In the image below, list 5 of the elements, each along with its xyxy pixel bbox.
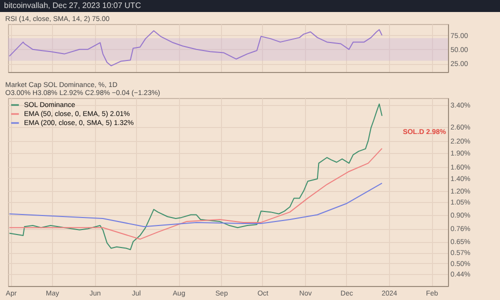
line-series (8, 148, 382, 240)
text: bitcoinvallah, Dec 27, 2023 10:07 UTC (0, 0, 500, 12)
line-series (8, 182, 382, 228)
line-series (8, 104, 382, 250)
line-series (8, 29, 382, 66)
